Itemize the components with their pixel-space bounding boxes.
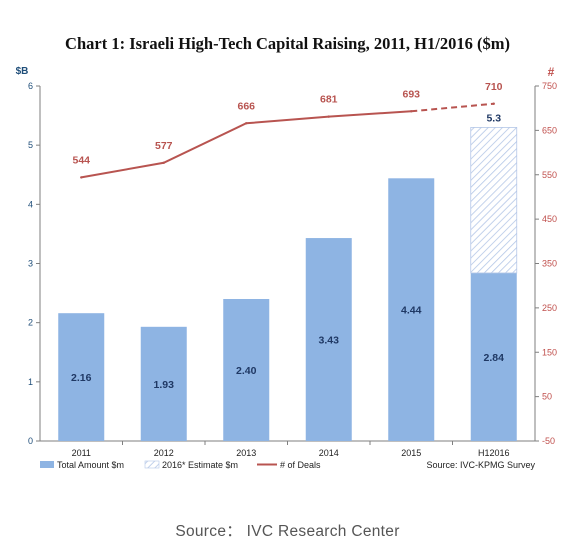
deals-value-label: 710 (485, 81, 503, 93)
left-axis-tick-label: 5 (28, 140, 33, 150)
deals-point (410, 110, 413, 113)
bar (140, 326, 187, 441)
bar (305, 238, 352, 441)
right-axis-tick-label: 550 (542, 170, 557, 180)
bar (223, 299, 270, 441)
legend: Total Amount $m 2016* Estimate $m # of Dea… (40, 460, 535, 470)
legend-label-deals: # of Deals (280, 460, 321, 470)
chart-source-note: Source: IVC-KPMG Survey (426, 460, 535, 470)
left-axis-tick-label: 3 (28, 259, 33, 269)
right-axis-tick-label: 750 (542, 81, 557, 91)
x-axis-tick-label: 2015 (401, 448, 421, 458)
data-labels-group: 2.16 1.93 2.40 3.43 4.44 2.84 5.3 544 577 666 681 6… (71, 81, 504, 391)
deals-value-label: 666 (237, 100, 255, 112)
bars-group (58, 127, 518, 442)
left-axis-unit: $B (16, 66, 29, 77)
deals-value-label: 693 (402, 88, 420, 100)
deals-point (80, 176, 83, 179)
estimate-total-label: 5.3 (486, 112, 501, 124)
right-axis-unit: # (548, 65, 555, 79)
axes-group: 0 1 2 3 4 5 6 $B -50 50 150 250 350 450 550 650 750 #2011… (16, 65, 557, 458)
line-series-group (80, 102, 495, 179)
right-axis-tick-label: -50 (542, 436, 555, 446)
deals-value-label: 544 (72, 154, 90, 166)
left-axis-tick-label: 6 (28, 81, 33, 91)
legend-swatch-total-amount (40, 461, 54, 468)
deals-value-label: 681 (320, 94, 338, 106)
right-axis-tick-label: 650 (542, 125, 557, 135)
deals-point (492, 102, 495, 105)
x-axis-tick-label: 2012 (154, 448, 174, 458)
legend-swatch-estimate (144, 460, 160, 469)
x-axis-tick-label: 2014 (319, 448, 339, 458)
bar-value-label: 2.16 (71, 372, 92, 384)
estimate-bar-segment (470, 127, 518, 274)
bar-value-label: 2.40 (236, 365, 257, 377)
right-axis-tick-label: 350 (542, 259, 557, 269)
bar-value-label: 2.84 (484, 352, 505, 364)
right-axis-tick-label: 450 (542, 214, 557, 224)
bar (470, 272, 517, 441)
deals-value-label: 577 (155, 140, 173, 152)
deals-point (245, 122, 248, 125)
left-axis-tick-label: 1 (28, 377, 33, 387)
bar (58, 313, 105, 441)
deals-line-estimate-segment (411, 102, 494, 113)
right-axis-tick-label: 50 (542, 392, 552, 402)
source-footer: Source： IVC Research Center (175, 523, 400, 540)
left-axis-tick-label: 2 (28, 318, 33, 328)
left-axis-tick-label: 0 (28, 436, 33, 446)
right-axis-tick-label: 150 (542, 347, 557, 357)
legend-label-total-amount: Total Amount $m (57, 460, 124, 470)
bar-value-label: 1.93 (154, 379, 175, 391)
deals-point (162, 161, 165, 164)
deals-point (327, 115, 330, 118)
bar-value-label: 4.44 (401, 305, 422, 317)
chart-title: Chart 1: Israeli High-Tech Capital Raisi… (65, 34, 510, 53)
bar (388, 178, 435, 442)
deals-line (81, 110, 412, 179)
x-axis-tick-label: H12016 (478, 448, 510, 458)
x-axis-tick-label: 2011 (72, 448, 91, 458)
left-axis-tick-label: 4 (28, 199, 33, 209)
right-axis-tick-label: 250 (542, 303, 557, 313)
x-axis-tick-label: 2013 (236, 448, 256, 458)
legend-label-estimate: 2016* Estimate $m (162, 460, 238, 470)
bar-value-label: 3.43 (319, 335, 340, 347)
